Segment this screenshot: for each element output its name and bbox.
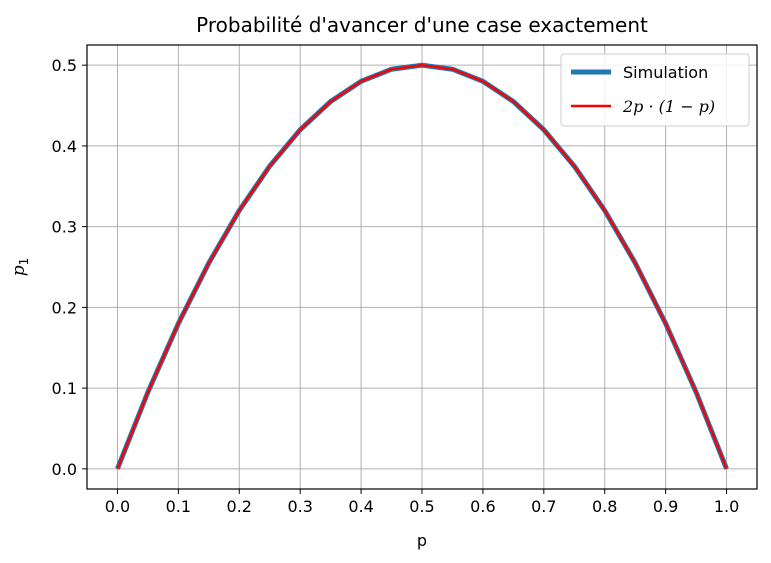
x-tick-label: 0.6 (470, 497, 495, 516)
y-tick-label: 0.4 (52, 137, 77, 156)
x-tick-label: 0.2 (227, 497, 252, 516)
x-tick-label: 0.3 (287, 497, 312, 516)
y-tick-label: 0.3 (52, 218, 77, 237)
y-tick-label: 0.1 (52, 379, 77, 398)
x-axis-label: p (417, 531, 427, 550)
x-tick-label: 0.1 (166, 497, 191, 516)
y-tick-label: 0.0 (52, 460, 77, 479)
y-axis-label-main: p (9, 265, 29, 276)
x-tick-label: 0.7 (531, 497, 556, 516)
x-tick-label: 0.4 (348, 497, 373, 516)
series-line-formula (116, 63, 728, 470)
chart-title: Probabilité d'avancer d'une case exactem… (196, 13, 648, 37)
x-tick-label: 0.0 (105, 497, 130, 516)
y-tick-label: 0.5 (52, 56, 77, 75)
legend-label-simulation: Simulation (623, 63, 708, 82)
x-tick-label: 0.9 (653, 497, 678, 516)
y-tick-label: 0.2 (52, 298, 77, 317)
x-tick-label: 1.0 (714, 497, 739, 516)
series-layer (115, 62, 729, 470)
y-axis-label-sub: 1 (17, 258, 31, 266)
x-tick-label: 0.8 (592, 497, 617, 516)
x-tick-label: 0.5 (409, 497, 434, 516)
legend-label-formula: 2p · (1 − p) (622, 97, 715, 116)
y-axis-label: p1 (9, 258, 31, 277)
ticks: 0.0 0.1 0.2 0.3 0.4 0.5 0.6 0.7 0.8 0.9 1.0 0.0 0.1 0… (52, 56, 740, 516)
legend: Simulation 2p · (1 − p) (560, 53, 750, 127)
